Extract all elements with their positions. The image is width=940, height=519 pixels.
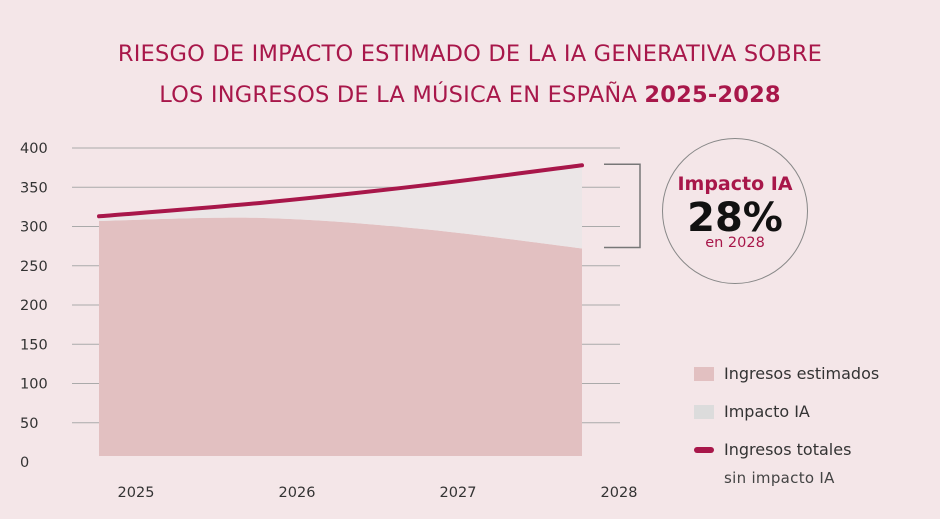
impact-badge: Impacto IA 28% en 2028	[662, 138, 808, 284]
x-tick-label: 2026	[279, 485, 316, 501]
y-tick-label: 400	[20, 141, 48, 157]
area-ingresos-estimados	[99, 217, 582, 456]
area-impacto-ia	[99, 165, 582, 249]
y-tick-label: 250	[20, 259, 48, 275]
y-tick-label: 150	[20, 337, 48, 353]
y-tick-label: 350	[20, 180, 48, 196]
x-tick-label: 2025	[118, 485, 155, 501]
impact-badge-label: Impacto IA	[677, 173, 793, 195]
y-axis-ticks: 0 50 100 150 200 250 300 350 400	[20, 141, 48, 471]
y-tick-label: 200	[20, 298, 48, 314]
impact-bracket	[604, 163, 641, 249]
legend-swatch-estimados	[694, 367, 714, 381]
y-tick-label: 100	[20, 377, 48, 393]
legend-swatch-totales	[694, 447, 714, 453]
chart-title-line-2: LOS INGRESOS DE LA MÚSICA EN ESPAÑA 2025…	[0, 75, 940, 116]
legend-swatch-impacto	[694, 405, 714, 419]
legend-sublabel-totales: sin impacto IA	[724, 469, 835, 487]
line-ingresos-totales	[97, 163, 584, 219]
x-tick-label: 2027	[440, 485, 477, 501]
chart-title-line-2-main: LOS INGRESOS DE LA MÚSICA EN ESPAÑA	[159, 82, 638, 108]
x-tick-label: 2028	[601, 485, 638, 501]
legend-label-totales: Ingresos totales	[724, 440, 852, 459]
chart-title-line-2-years: 2025-2028	[644, 82, 781, 108]
chart-title: RIESGO DE IMPACTO ESTIMADO DE LA IA GENE…	[0, 34, 940, 116]
legend-label-estimados: Ingresos estimados	[724, 364, 880, 383]
x-axis-ticks: 2025 2026 2027 2028	[118, 485, 638, 501]
y-tick-label: 300	[20, 220, 48, 236]
impact-badge-value: 28%	[687, 195, 783, 241]
y-tick-label: 0	[20, 455, 29, 471]
legend-label-impacto: Impacto IA	[724, 402, 810, 421]
chart-title-line-1: RIESGO DE IMPACTO ESTIMADO DE LA IA GENE…	[117, 41, 823, 67]
y-tick-label: 50	[20, 416, 38, 432]
impact-badge-sub: en 2028	[705, 235, 765, 251]
